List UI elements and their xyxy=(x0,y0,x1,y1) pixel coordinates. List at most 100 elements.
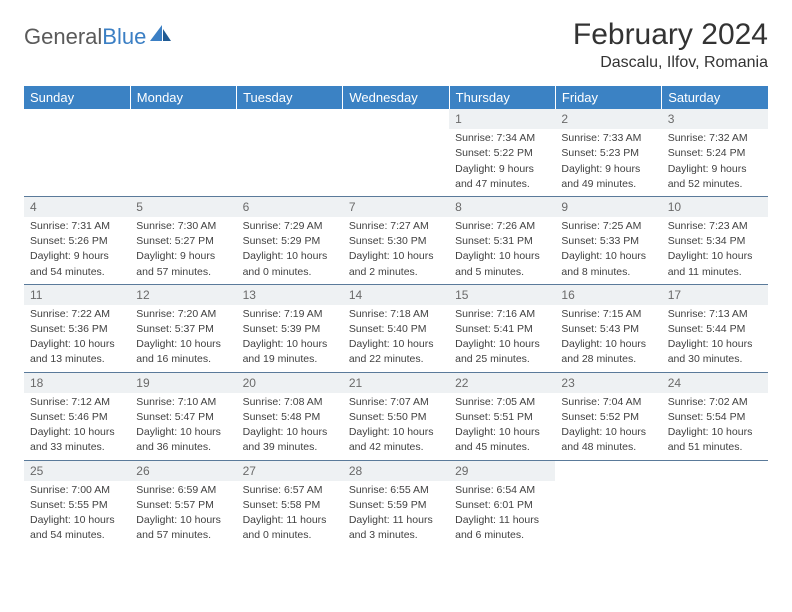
day-line: Sunset: 5:57 PM xyxy=(136,498,230,512)
day-line: Daylight: 10 hours xyxy=(243,337,337,351)
day-line: and 8 minutes. xyxy=(561,265,655,279)
day-line: and 30 minutes. xyxy=(668,352,762,366)
day-number: 7 xyxy=(343,197,449,217)
day-details: Sunrise: 7:29 AMSunset: 5:29 PMDaylight:… xyxy=(237,219,343,284)
day-number: 27 xyxy=(237,461,343,481)
day-details: Sunrise: 6:55 AMSunset: 5:59 PMDaylight:… xyxy=(343,483,449,548)
day-line: Sunset: 5:33 PM xyxy=(561,234,655,248)
day-line: Sunset: 5:46 PM xyxy=(30,410,124,424)
day-number: 20 xyxy=(237,373,343,393)
day-details: Sunrise: 7:25 AMSunset: 5:33 PMDaylight:… xyxy=(555,219,661,284)
day-line: Sunrise: 6:57 AM xyxy=(243,483,337,497)
day-line: Sunset: 5:29 PM xyxy=(243,234,337,248)
day-details: Sunrise: 7:07 AMSunset: 5:50 PMDaylight:… xyxy=(343,395,449,460)
weekday-header: Sunday xyxy=(24,86,130,109)
day-line: Daylight: 10 hours xyxy=(30,513,124,527)
day-line: and 51 minutes. xyxy=(668,440,762,454)
day-line: and 54 minutes. xyxy=(30,528,124,542)
day-line: and 48 minutes. xyxy=(561,440,655,454)
day-line: Sunrise: 7:05 AM xyxy=(455,395,549,409)
day-number: 11 xyxy=(24,285,130,305)
day-line: Sunrise: 7:29 AM xyxy=(243,219,337,233)
day-details: Sunrise: 7:12 AMSunset: 5:46 PMDaylight:… xyxy=(24,395,130,460)
day-line: and 6 minutes. xyxy=(455,528,549,542)
day-details: Sunrise: 7:10 AMSunset: 5:47 PMDaylight:… xyxy=(130,395,236,460)
day-line: Sunrise: 7:26 AM xyxy=(455,219,549,233)
day-details: Sunrise: 7:30 AMSunset: 5:27 PMDaylight:… xyxy=(130,219,236,284)
calendar-cell: 24Sunrise: 7:02 AMSunset: 5:54 PMDayligh… xyxy=(662,372,768,460)
calendar-cell: 27Sunrise: 6:57 AMSunset: 5:58 PMDayligh… xyxy=(237,460,343,547)
calendar-cell xyxy=(343,109,449,196)
day-line: Sunrise: 7:13 AM xyxy=(668,307,762,321)
calendar-table: SundayMondayTuesdayWednesdayThursdayFrid… xyxy=(24,86,768,547)
calendar-cell: 11Sunrise: 7:22 AMSunset: 5:36 PMDayligh… xyxy=(24,284,130,372)
day-line: Sunrise: 7:15 AM xyxy=(561,307,655,321)
calendar-week: 4Sunrise: 7:31 AMSunset: 5:26 PMDaylight… xyxy=(24,196,768,284)
day-line: Daylight: 10 hours xyxy=(455,337,549,351)
day-line: Sunset: 5:23 PM xyxy=(561,146,655,160)
calendar-cell: 1Sunrise: 7:34 AMSunset: 5:22 PMDaylight… xyxy=(449,109,555,196)
day-line: Daylight: 10 hours xyxy=(561,337,655,351)
day-details: Sunrise: 7:08 AMSunset: 5:48 PMDaylight:… xyxy=(237,395,343,460)
day-line: and 19 minutes. xyxy=(243,352,337,366)
day-line: and 42 minutes. xyxy=(349,440,443,454)
calendar-cell: 4 Sunrise: 7:31 AMSunset: 5:26 PMDaylight… xyxy=(24,196,130,284)
day-number: 4 xyxy=(24,197,130,217)
calendar-cell: 6Sunrise: 7:29 AMSunset: 5:29 PMDaylight… xyxy=(237,196,343,284)
day-line: Sunrise: 7:25 AM xyxy=(561,219,655,233)
day-details: Sunrise: 6:57 AMSunset: 5:58 PMDaylight:… xyxy=(237,483,343,548)
day-line: Sunset: 5:34 PM xyxy=(668,234,762,248)
day-line: Daylight: 9 hours xyxy=(136,249,230,263)
day-line: Daylight: 10 hours xyxy=(455,425,549,439)
day-line: and 16 minutes. xyxy=(136,352,230,366)
day-line: and 28 minutes. xyxy=(561,352,655,366)
day-line: Daylight: 9 hours xyxy=(30,249,124,263)
day-line: Sunset: 6:01 PM xyxy=(455,498,549,512)
day-line: and 2 minutes. xyxy=(349,265,443,279)
calendar-cell: 23Sunrise: 7:04 AMSunset: 5:52 PMDayligh… xyxy=(555,372,661,460)
day-line: Sunset: 5:26 PM xyxy=(30,234,124,248)
day-number: 15 xyxy=(449,285,555,305)
calendar-cell: 29Sunrise: 6:54 AMSunset: 6:01 PMDayligh… xyxy=(449,460,555,547)
day-line: and 54 minutes. xyxy=(30,265,124,279)
day-line: and 45 minutes. xyxy=(455,440,549,454)
day-number: 6 xyxy=(237,197,343,217)
day-details: Sunrise: 7:02 AMSunset: 5:54 PMDaylight:… xyxy=(662,395,768,460)
day-line: Daylight: 10 hours xyxy=(561,425,655,439)
day-line: and 57 minutes. xyxy=(136,265,230,279)
day-line: Sunrise: 7:33 AM xyxy=(561,131,655,145)
day-details: Sunrise: 7:15 AMSunset: 5:43 PMDaylight:… xyxy=(555,307,661,372)
day-details: Sunrise: 7:32 AMSunset: 5:24 PMDaylight:… xyxy=(662,131,768,196)
day-line: and 47 minutes. xyxy=(455,177,549,191)
day-line: Sunrise: 7:02 AM xyxy=(668,395,762,409)
day-details: Sunrise: 7:04 AMSunset: 5:52 PMDaylight:… xyxy=(555,395,661,460)
day-number: 18 xyxy=(24,373,130,393)
day-line: Sunset: 5:39 PM xyxy=(243,322,337,336)
calendar-cell xyxy=(24,109,130,196)
calendar-week: 11 Sunrise: 7:22 AMSunset: 5:36 PM Dayligh… xyxy=(24,284,768,372)
day-line: Daylight: 9 hours xyxy=(668,162,762,176)
day-line: Sunrise: 7:27 AM xyxy=(349,219,443,233)
day-number: 24 xyxy=(662,373,768,393)
calendar-cell: 10Sunrise: 7:23 AMSunset: 5:34 PMDayligh… xyxy=(662,196,768,284)
weekday-header: Thursday xyxy=(449,86,555,109)
day-line: Sunrise: 7:22 AM xyxy=(30,307,124,321)
brand-part1: General xyxy=(24,24,102,49)
day-number: 23 xyxy=(555,373,661,393)
day-number: 1 xyxy=(449,109,555,129)
weekday-header: Friday xyxy=(555,86,661,109)
day-line: Sunrise: 7:31 AM xyxy=(30,219,124,233)
day-line: Daylight: 10 hours xyxy=(136,425,230,439)
day-number: 28 xyxy=(343,461,449,481)
calendar-cell: 19Sunrise: 7:10 AMSunset: 5:47 PMDayligh… xyxy=(130,372,236,460)
day-line: Daylight: 10 hours xyxy=(243,425,337,439)
day-number: 19 xyxy=(130,373,236,393)
day-line: Sunrise: 7:00 AM xyxy=(30,483,124,497)
day-line: Sunset: 5:40 PM xyxy=(349,322,443,336)
calendar-cell xyxy=(237,109,343,196)
day-number: 10 xyxy=(662,197,768,217)
day-details: Sunrise: 7:33 AMSunset: 5:23 PMDaylight:… xyxy=(555,131,661,196)
day-line: Sunrise: 7:12 AM xyxy=(30,395,124,409)
day-line: Sunset: 5:36 PM xyxy=(30,322,124,336)
day-line: and 5 minutes. xyxy=(455,265,549,279)
